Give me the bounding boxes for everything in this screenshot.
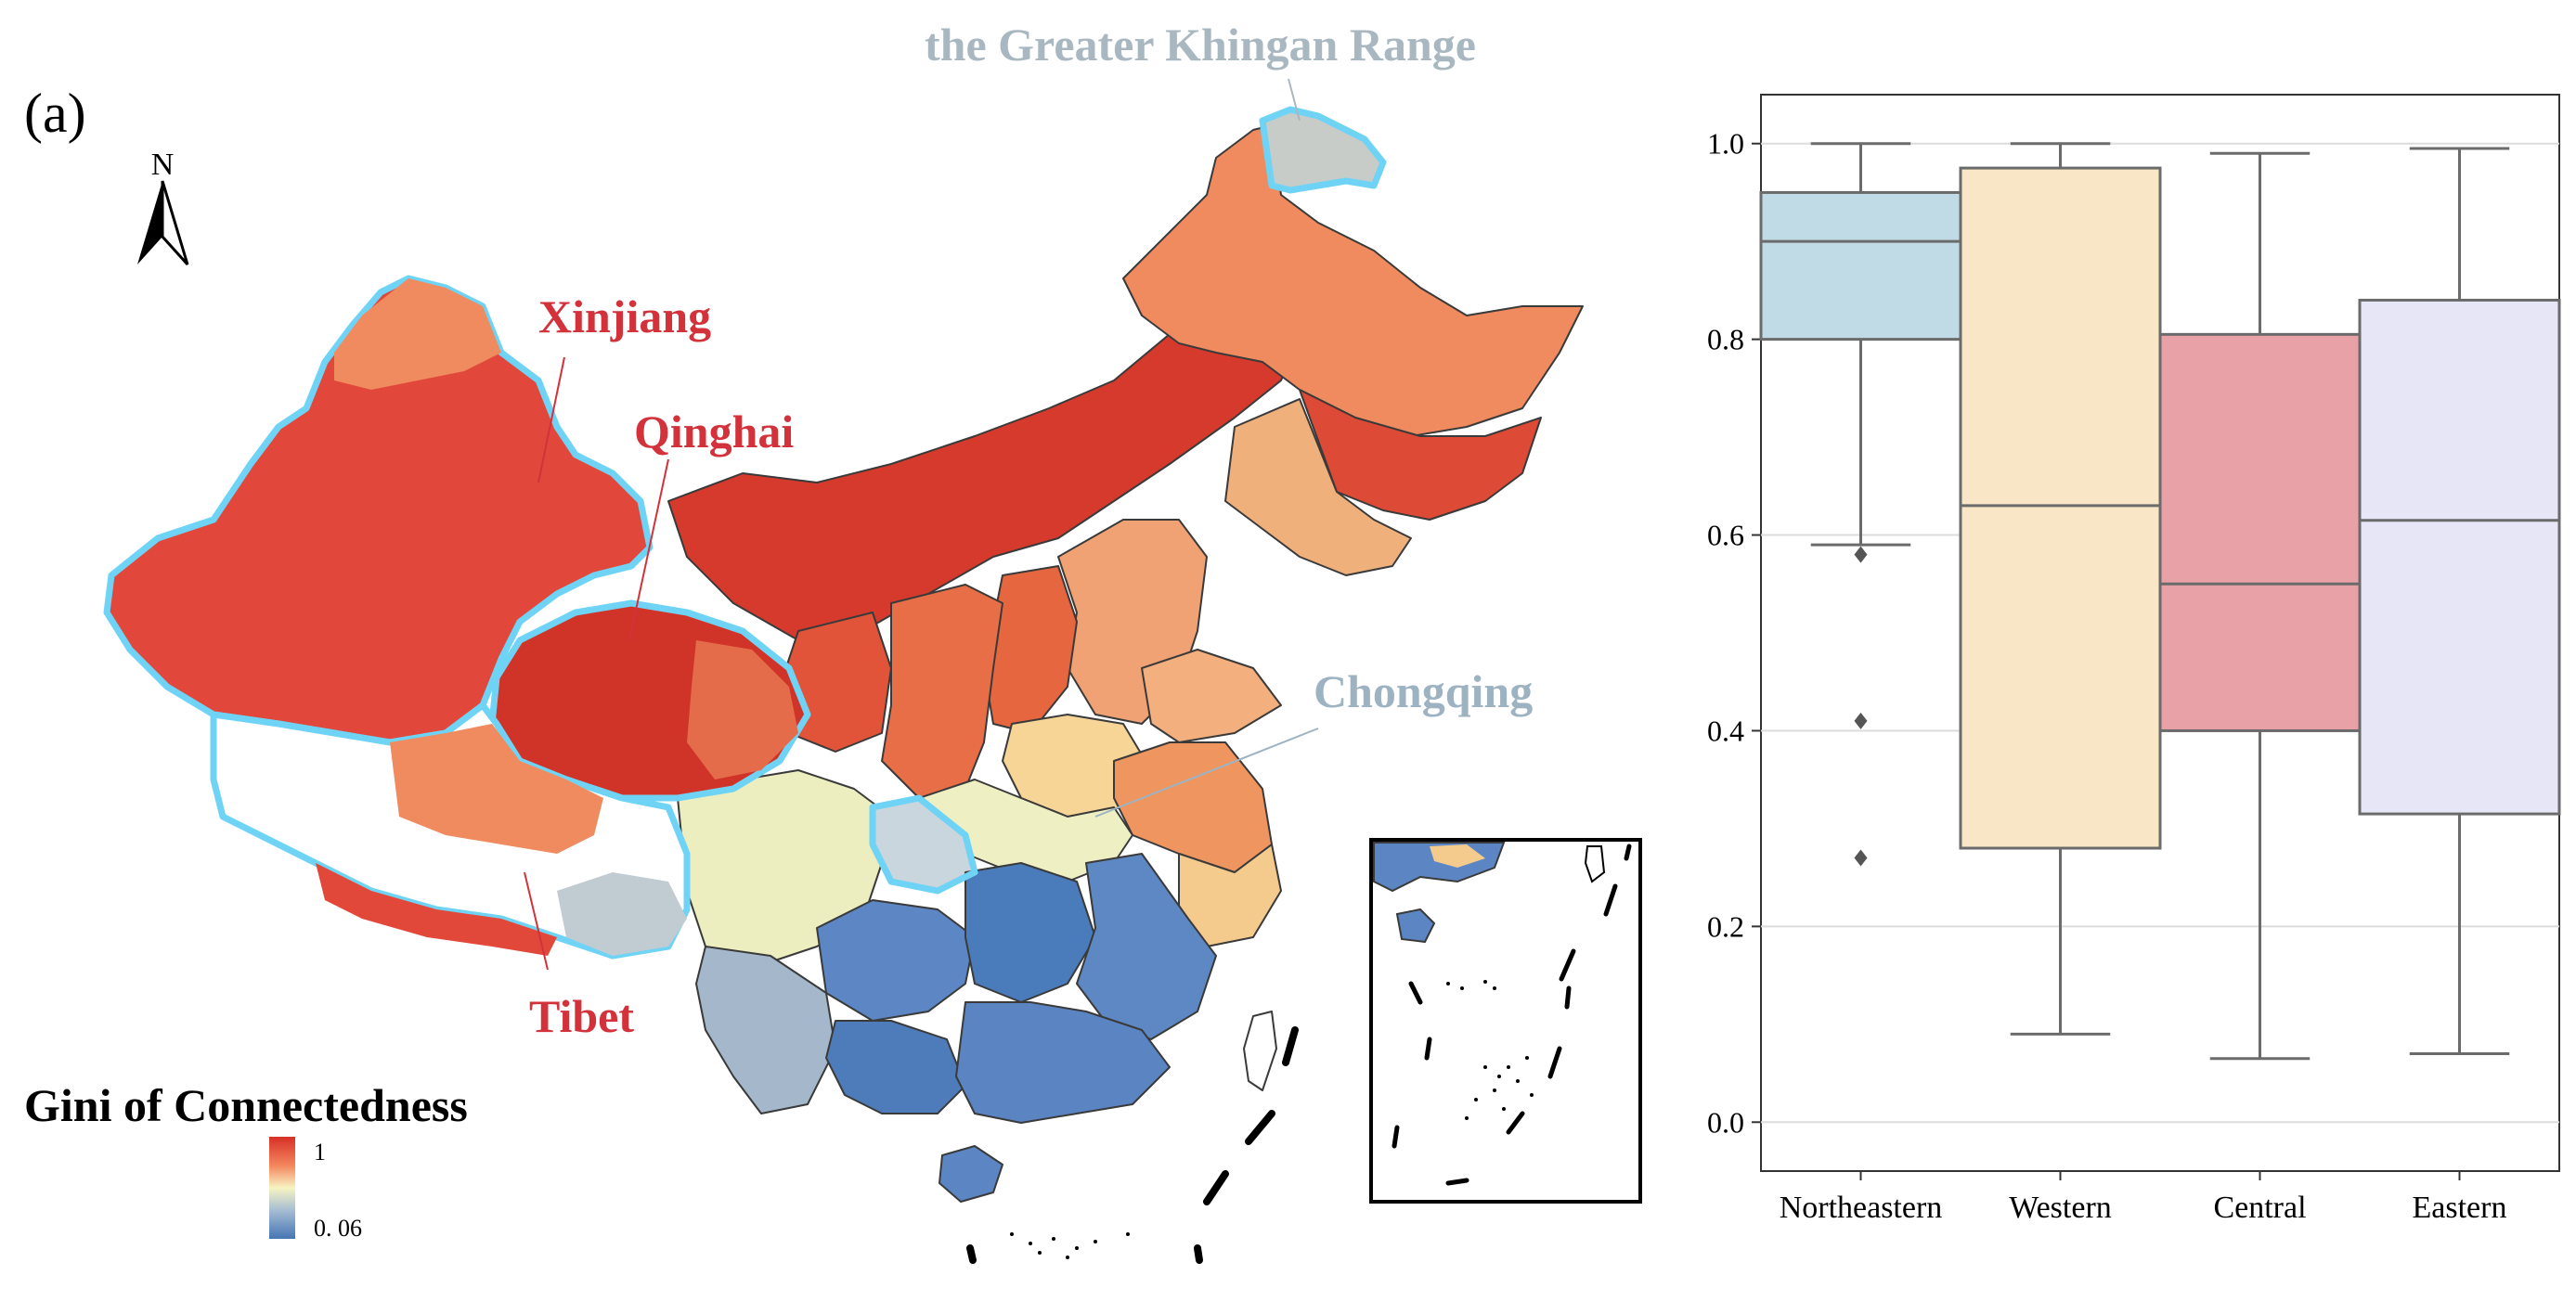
y-tick-label: 0.6 xyxy=(1707,519,1744,552)
region-tibet-southeast xyxy=(557,872,687,956)
region-hainan xyxy=(938,1145,1003,1203)
inset-map xyxy=(1369,838,1642,1204)
box-central xyxy=(2158,151,2362,1061)
region-jilin xyxy=(1299,389,1542,521)
y-tick-label: 0.4 xyxy=(1707,714,1744,747)
region-qinghai-east xyxy=(687,640,798,779)
box-iqr xyxy=(2358,298,2561,816)
region-guangdong xyxy=(955,1001,1171,1124)
region-jiangsu-anhui xyxy=(1113,741,1273,873)
region-heilongjiang xyxy=(1122,124,1584,437)
outlier-point xyxy=(1854,546,1868,563)
region-taiwan xyxy=(1243,1011,1277,1091)
north-arrow-icon: N xyxy=(137,148,189,266)
box-northeastern xyxy=(1759,142,1962,867)
y-tick-label: 1.0 xyxy=(1707,127,1744,161)
north-label: N xyxy=(151,148,175,182)
region-liaoning xyxy=(1224,398,1412,576)
label-xinjiang: Xinjiang xyxy=(538,290,711,342)
y-tick-label: 0.2 xyxy=(1707,909,1744,943)
x-tick-label: Northeastern xyxy=(1780,1191,1943,1225)
region-yunnan xyxy=(695,946,836,1114)
annotation-lines xyxy=(524,78,1319,971)
region-tibet-east xyxy=(390,724,603,854)
boxes xyxy=(1759,142,2561,1061)
region-hunan xyxy=(964,862,1096,1003)
outlier-point xyxy=(1854,712,1868,729)
label-greater-khingan: the Greater Khingan Range xyxy=(925,19,1476,71)
region-greater-khingan-outline xyxy=(1259,106,1387,194)
y-tick-label: 0.8 xyxy=(1707,323,1744,356)
label-qinghai: Qinghai xyxy=(634,406,794,457)
legend-colorbar xyxy=(269,1137,295,1239)
boxplot-chart: 0.0 0.2 0.4 0.6 0.8 1.0 Northeastern Western Ce… xyxy=(1707,94,2561,1225)
box-iqr xyxy=(1959,166,2162,850)
label-chongqing: Chongqing xyxy=(1314,665,1533,717)
legend-title: Gini of Connectedness xyxy=(24,1079,468,1131)
x-tick-label: Western xyxy=(2009,1191,2112,1225)
region-guizhou xyxy=(816,899,976,1022)
x-axis-ticks: Northeastern Western Central Eastern xyxy=(1780,1171,2507,1225)
region-guangxi xyxy=(825,1020,966,1114)
region-shandong xyxy=(1141,649,1282,743)
label-tibet: Tibet xyxy=(529,990,634,1042)
panel-label: (a) xyxy=(24,83,86,144)
x-tick-label: Central xyxy=(2213,1191,2306,1225)
nine-dash-line xyxy=(966,1026,1299,1264)
region-sichuan xyxy=(677,769,892,966)
legend-min-label: 0. 06 xyxy=(314,1215,362,1242)
region-chongqing-outline xyxy=(869,794,978,895)
region-shaanxi xyxy=(881,584,1003,799)
region-shanxi xyxy=(983,565,1078,734)
islands xyxy=(1010,1232,1130,1259)
region-tibet-south xyxy=(316,863,557,956)
box-eastern xyxy=(2358,147,2561,1055)
box-iqr xyxy=(2158,332,2362,732)
region-xinjiang-north xyxy=(334,278,501,390)
china-map xyxy=(103,106,1584,1203)
legend-max-label: 1 xyxy=(314,1139,326,1166)
outlier-point xyxy=(1854,849,1868,867)
box-iqr xyxy=(1759,190,1962,341)
x-tick-label: Eastern xyxy=(2413,1191,2507,1225)
y-axis-ticks: 0.0 0.2 0.4 0.6 0.8 1.0 xyxy=(1707,127,1761,1139)
y-tick-label: 0.0 xyxy=(1707,1105,1744,1139)
region-jiangxi-fujian xyxy=(1076,853,1217,1040)
